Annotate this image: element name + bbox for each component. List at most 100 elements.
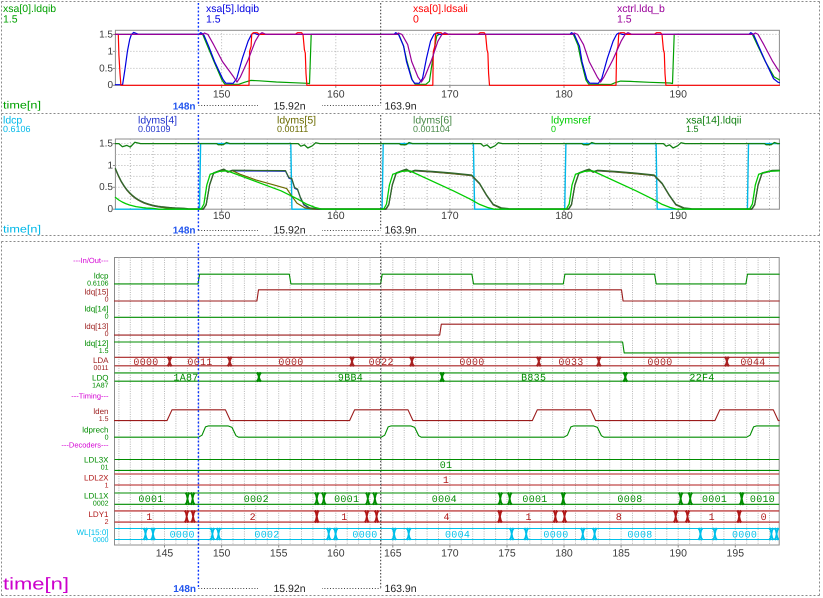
svg-text:190: 190	[669, 548, 687, 560]
svg-text:0002: 0002	[244, 495, 269, 506]
svg-text:0000: 0000	[543, 530, 568, 541]
svg-text:LDL3X: LDL3X	[84, 455, 109, 464]
svg-text:163.9n: 163.9n	[385, 101, 417, 113]
svg-text:1: 1	[341, 513, 347, 524]
svg-text:8: 8	[616, 513, 622, 524]
svg-text:time[n]: time[n]	[3, 575, 69, 594]
svg-text:01: 01	[101, 464, 109, 471]
svg-text:0010: 0010	[750, 495, 775, 506]
svg-text:LDY1: LDY1	[88, 510, 109, 519]
svg-text:0004: 0004	[445, 530, 470, 541]
svg-text:0000: 0000	[459, 358, 484, 369]
svg-text:0: 0	[761, 513, 767, 524]
svg-text:0.001104: 0.001104	[413, 124, 450, 134]
svg-text:0.6106: 0.6106	[3, 124, 31, 134]
svg-text:0008: 0008	[627, 530, 652, 541]
svg-text:0: 0	[107, 204, 113, 215]
svg-text:0.00111: 0.00111	[277, 124, 308, 134]
svg-text:ldprech: ldprech	[82, 425, 108, 434]
svg-text:0000: 0000	[133, 358, 158, 369]
svg-text:ldq[14]: ldq[14]	[84, 305, 108, 314]
svg-text:ldyms[5]: ldyms[5]	[277, 115, 316, 127]
svg-text:0033: 0033	[558, 358, 583, 369]
svg-text:time[n]: time[n]	[3, 100, 41, 112]
svg-text:0: 0	[413, 14, 419, 26]
svg-text:ldq[13]: ldq[13]	[84, 322, 108, 331]
svg-text:0002: 0002	[254, 530, 279, 541]
svg-text:---Timing---: ---Timing---	[71, 392, 109, 401]
svg-text:1: 1	[107, 160, 113, 171]
svg-text:150: 150	[213, 548, 231, 560]
svg-text:22F4: 22F4	[689, 373, 714, 384]
svg-text:ldymsref: ldymsref	[551, 115, 591, 127]
svg-text:0011: 0011	[187, 358, 212, 369]
svg-text:0.5: 0.5	[99, 182, 113, 193]
svg-text:0011: 0011	[93, 365, 108, 372]
svg-text:xsa[5].ldqib: xsa[5].ldqib	[206, 3, 259, 15]
svg-text:ldyms[6]: ldyms[6]	[413, 115, 452, 127]
svg-text:4: 4	[443, 513, 449, 524]
svg-text:170: 170	[441, 548, 459, 560]
svg-text:0: 0	[107, 80, 113, 91]
svg-text:1.5: 1.5	[686, 124, 699, 134]
svg-text:1: 1	[709, 513, 715, 524]
svg-text:185: 185	[612, 548, 630, 560]
svg-text:150: 150	[213, 89, 231, 101]
svg-text:1A87: 1A87	[173, 373, 198, 384]
svg-text:1.5: 1.5	[617, 14, 632, 26]
svg-text:ldyms[4]: ldyms[4]	[138, 115, 177, 127]
svg-text:0.00109: 0.00109	[138, 124, 171, 134]
svg-text:0: 0	[551, 124, 556, 134]
svg-text:1.5: 1.5	[99, 348, 109, 355]
svg-text:165: 165	[384, 548, 402, 560]
svg-text:0000: 0000	[93, 537, 109, 544]
svg-text:163.9n: 163.9n	[385, 583, 417, 595]
svg-text:0001: 0001	[334, 495, 359, 506]
svg-text:0001: 0001	[138, 495, 163, 506]
svg-text:2: 2	[250, 513, 256, 524]
svg-text:190: 190	[669, 89, 687, 101]
svg-text:15.92n: 15.92n	[273, 225, 305, 237]
svg-text:175: 175	[498, 548, 516, 560]
svg-text:180: 180	[555, 548, 573, 560]
svg-text:lden: lden	[93, 407, 108, 416]
svg-text:1.5: 1.5	[3, 14, 18, 26]
svg-text:1.5: 1.5	[99, 139, 113, 150]
svg-text:ldcp: ldcp	[3, 115, 22, 127]
svg-text:01: 01	[440, 461, 453, 472]
svg-text:1: 1	[443, 476, 449, 487]
svg-text:---In/Out---: ---In/Out---	[73, 256, 109, 265]
svg-text:WL[15:0]: WL[15:0]	[76, 528, 108, 537]
svg-text:LDA: LDA	[93, 356, 109, 365]
svg-text:xctrl.ldq_b: xctrl.ldq_b	[617, 3, 665, 15]
svg-text:0022: 0022	[369, 358, 394, 369]
svg-text:2: 2	[105, 519, 109, 526]
svg-text:1: 1	[107, 46, 113, 57]
svg-text:1: 1	[146, 513, 152, 524]
svg-text:0001: 0001	[522, 495, 547, 506]
svg-text:190: 190	[669, 210, 687, 222]
svg-text:LDQ: LDQ	[92, 373, 108, 382]
svg-text:0: 0	[105, 296, 109, 303]
svg-text:xsa[14].ldqii: xsa[14].ldqii	[686, 115, 741, 127]
svg-text:LDL2X: LDL2X	[84, 473, 109, 482]
svg-text:155: 155	[270, 548, 288, 560]
svg-text:ldq[15]: ldq[15]	[84, 287, 108, 296]
svg-text:163.9n: 163.9n	[385, 225, 417, 237]
svg-text:0.5: 0.5	[99, 63, 113, 74]
svg-text:LDL1X: LDL1X	[84, 491, 109, 500]
svg-text:0008: 0008	[617, 495, 642, 506]
svg-text:0: 0	[105, 331, 109, 338]
svg-text:195: 195	[727, 548, 745, 560]
svg-text:160: 160	[327, 89, 345, 101]
svg-text:xsa[0].ldsali: xsa[0].ldsali	[413, 3, 468, 15]
svg-text:0004: 0004	[432, 495, 457, 506]
svg-text:150: 150	[213, 210, 231, 222]
svg-text:0000: 0000	[170, 530, 195, 541]
svg-text:1.5: 1.5	[99, 416, 109, 423]
svg-text:180: 180	[555, 89, 573, 101]
svg-text:145: 145	[156, 548, 174, 560]
svg-text:---Decoders---: ---Decoders---	[61, 441, 109, 450]
svg-text:0000: 0000	[352, 530, 377, 541]
svg-text:1: 1	[105, 482, 109, 489]
